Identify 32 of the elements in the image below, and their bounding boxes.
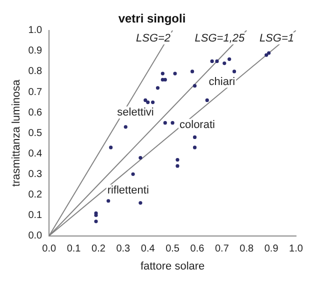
y-tick-label: 0.7 xyxy=(28,86,43,98)
x-tick-label: 0.7 xyxy=(214,244,230,255)
y-tick-label: 0.4 xyxy=(28,148,43,160)
x-tick-label: 0.4 xyxy=(140,244,156,255)
y-tick-label: 0.8 xyxy=(28,66,43,78)
x-tick-label: 0.3 xyxy=(116,244,131,255)
series-label: LSG=1 xyxy=(259,32,294,44)
y-axis-title: trasmittanza luminosa xyxy=(10,78,23,187)
y-tick-label: 0.5 xyxy=(28,128,43,139)
y-tick-label: 0.6 xyxy=(28,107,43,118)
y-tick-label: 0.3 xyxy=(28,168,43,180)
y-tick-label: 0.2 xyxy=(28,189,43,200)
y-tick-label: 0.1 xyxy=(28,210,43,222)
x-tick-label: 0.8 xyxy=(240,244,254,255)
y-tick-label: 0.9 xyxy=(28,46,43,57)
x-tick-label: 0.2 xyxy=(92,244,106,255)
x-tick-label: 0.6 xyxy=(190,244,205,255)
y-tick-label: 1.0 xyxy=(28,25,43,36)
series-label: LSG=1,25 xyxy=(194,32,246,44)
x-tick-label: 0.0 xyxy=(42,244,56,255)
x-tick-label: 1.0 xyxy=(289,244,304,255)
x-tick-label: 0.5 xyxy=(166,244,180,255)
y-tick-label: 0.0 xyxy=(28,230,43,242)
x-axis-title: fattore solare xyxy=(140,260,205,272)
annotation: selettivi xyxy=(117,106,154,119)
annotation: riflettenti xyxy=(107,184,149,197)
annotation: chiari xyxy=(208,76,236,88)
chart-title: vetri singoli xyxy=(118,12,186,26)
x-tick-label: 0.9 xyxy=(264,244,279,255)
x-tick-label: 0.1 xyxy=(66,244,82,255)
series-label: LSG=2 xyxy=(136,32,171,44)
annotation: colorati xyxy=(180,118,215,131)
